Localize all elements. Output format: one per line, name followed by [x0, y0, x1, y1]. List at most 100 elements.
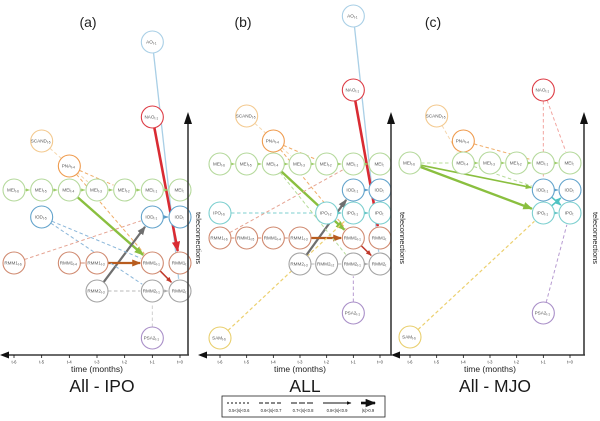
x-tick-label: t-2	[324, 360, 330, 365]
node-label: MEIt-4	[266, 162, 278, 168]
node-circle	[341, 252, 365, 276]
node-label: IPOt-1	[537, 211, 549, 217]
edge-c-MEI_6-IOD_1	[420, 164, 533, 189]
edge-b-MEI_4-RMM2_1	[279, 172, 347, 255]
node-label: RMM1t-3	[290, 236, 307, 242]
node-circle	[261, 152, 285, 176]
node-circle	[30, 178, 54, 202]
node-label: MEIt-2	[118, 188, 130, 194]
node-label: PSA2t-1	[144, 336, 160, 342]
node-label: MEIt	[174, 188, 183, 194]
node-b-MEI-t: MEIt	[368, 152, 392, 176]
node-circle	[57, 178, 81, 202]
edge-b-RMM2_3-IOD_1	[305, 199, 348, 256]
node-label: RMM1t-6	[210, 236, 227, 242]
node-circle	[30, 205, 54, 229]
node-label: RMM2t	[372, 262, 387, 268]
node-c-MEI-t-6: MEIt-6	[398, 151, 422, 175]
node-b-RMM2-t: RMM2t	[368, 252, 392, 276]
x-axis-arrow-icon	[198, 351, 207, 359]
node-b-RMM1-t-5: RMM1t-5	[235, 226, 259, 250]
legend-label: |s|>0.9	[362, 408, 375, 413]
node-circle	[140, 326, 164, 350]
node-circle	[208, 326, 232, 350]
panel-c-y-axis: teleconnections	[580, 112, 600, 355]
node-label: MEIt-2	[510, 161, 522, 167]
node-label: IODt-1	[346, 188, 358, 194]
node-circle	[2, 178, 26, 202]
node-circle	[85, 279, 109, 303]
node-circle	[531, 151, 555, 175]
node-c-PSA2-t-1: PSA2t-1	[531, 301, 555, 325]
node-label: MEIt-5	[240, 162, 252, 168]
node-label: SAMt-6	[402, 335, 416, 341]
node-circle	[57, 251, 81, 275]
node-b-PSA2-t-1: PSA2t-1	[341, 301, 365, 325]
node-c-IOD-t-1: IODt-1	[531, 178, 555, 202]
node-circle	[341, 301, 365, 325]
node-circle	[168, 279, 192, 303]
node-b-PNA-t-4: PNAt-4	[261, 129, 285, 153]
panel-title: ALL	[289, 376, 320, 396]
y-axis-arrow-icon	[580, 112, 588, 124]
panel-b-y-axis: teleconnections	[387, 112, 407, 355]
x-tick-label: t-5	[39, 360, 45, 365]
x-tick-label: t-3	[95, 360, 101, 365]
node-c-MEI-t-3: MEIt-3	[478, 151, 502, 175]
x-tick-label: t-5	[434, 360, 440, 365]
node-label: SAMt-6	[212, 336, 226, 342]
node-a-NAO-t-1: NAOt-1	[140, 105, 164, 129]
node-label: MEIt-4	[62, 188, 74, 194]
panel-letter: (c)	[425, 14, 441, 30]
node-circle	[85, 178, 109, 202]
node-label: AOt-1	[146, 40, 157, 46]
node-a-MEI-t: MEIt	[168, 178, 192, 202]
node-a-RMM1-t: RMM1t	[168, 251, 192, 275]
node-label: RMM1t-4	[60, 261, 77, 267]
x-tick-label: t-6	[408, 360, 414, 365]
edge-a-PNA_4-RMM1_1	[76, 174, 145, 255]
node-label: IODt	[564, 188, 573, 194]
legend-label: 0.7<|s|<0.8	[293, 408, 314, 413]
node-label: RMM1t	[372, 236, 387, 242]
node-circle	[451, 151, 475, 175]
x-tick-label: t-6	[12, 360, 18, 365]
node-label: RMM1t-1	[143, 261, 160, 267]
x-tick-label: t-4	[271, 360, 277, 365]
legend: 0.5<|s|<0.6 0.6<|s|<0.7 0.7<|s|<0.8 0.8<|s|…	[221, 395, 386, 418]
node-circle	[208, 152, 232, 176]
node-label: RMM1t-3	[87, 261, 104, 267]
node-label: IODt	[174, 215, 183, 221]
node-b-RMM1-t-1: RMM1t-1	[341, 226, 365, 250]
panel-a: AOt-1 NAOt-1 SCANDt-5 PNAt-4 MEIt-6 MEIt-5 MEI…	[0, 14, 203, 396]
node-circle	[531, 178, 555, 202]
node-circle	[505, 151, 529, 175]
edge-b-RMM1_1-RMM2_0	[360, 245, 372, 257]
node-label: RMM2t	[172, 289, 187, 295]
x-tick-label: t=0	[567, 360, 574, 365]
edge-a-PNA_4-MEI_2	[79, 169, 114, 186]
node-a-RMM1-t-3: RMM1t-3	[85, 251, 109, 275]
node-b-NAO-t-1: NAOt-1	[341, 78, 365, 102]
node-a-RMM2-t-3: RMM2t-3	[85, 279, 109, 303]
node-circle	[2, 251, 26, 275]
y-axis-arrow-icon	[184, 112, 192, 124]
node-label: RMM2t-1	[344, 262, 361, 268]
node-circle	[288, 152, 312, 176]
node-label: NAOt-1	[144, 115, 158, 121]
legend-item: |s|>0.9	[361, 398, 377, 413]
node-circle	[341, 178, 365, 202]
node-circle	[398, 151, 422, 175]
node-circle	[140, 105, 164, 129]
node-b-SCAND-t-5: SCANDt-5	[235, 104, 259, 128]
node-label: IPOt-6	[213, 211, 225, 217]
node-a-MEI-t-5: MEIt-5	[30, 178, 54, 202]
node-c-MEI-t-2: MEIt-2	[505, 151, 529, 175]
node-label: RMM1t-5	[237, 236, 254, 242]
node-a-MEI-t-2: MEIt-2	[113, 178, 137, 202]
node-circle	[85, 251, 109, 275]
panel-letter: (a)	[79, 14, 96, 30]
node-label: SCANDt-5	[31, 139, 51, 145]
node-circle	[341, 201, 365, 225]
edge-c-PSA2_1-IPO_0	[545, 224, 568, 303]
